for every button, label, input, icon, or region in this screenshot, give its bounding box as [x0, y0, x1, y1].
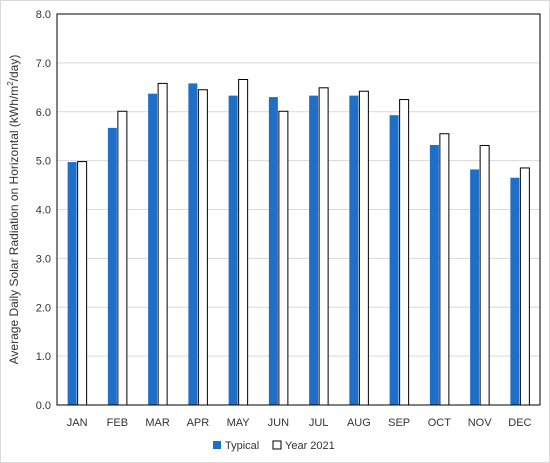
y-tick-label: 5.0	[36, 156, 51, 168]
bar-year-2021-oct	[439, 133, 450, 406]
x-tick-label: MAR	[145, 417, 170, 429]
bar-year-2021-jun	[278, 110, 289, 406]
bar-typical-mar	[148, 93, 158, 405]
y-tick-label: 0.0	[36, 400, 51, 412]
bar-typical-oct	[429, 144, 439, 406]
bar-year-2021-dec	[519, 167, 530, 406]
y-tick-label: 3.0	[36, 253, 51, 265]
y-tick-label: 8.0	[36, 9, 51, 21]
x-tick-label: MAY	[227, 417, 251, 429]
legend-label: Year 2021	[285, 440, 335, 452]
bar-year-2021-jul	[318, 87, 329, 406]
y-axis-label-superscript: 2	[6, 81, 15, 86]
bar-year-2021-nov	[479, 144, 490, 406]
x-tick-label: JUN	[268, 417, 289, 429]
bar-year-2021-aug	[358, 90, 369, 406]
legend-swatch-typical	[213, 441, 221, 449]
plot-frame	[56, 13, 541, 406]
x-tick-label: APR	[187, 417, 210, 429]
x-tick-label: JUL	[309, 417, 329, 429]
x-tick-label: OCT	[428, 417, 452, 429]
bar-typical-sep	[389, 115, 399, 405]
legend-label: Typical	[225, 440, 259, 452]
bar-typical-feb	[107, 127, 117, 405]
x-tick-label: NOV	[468, 417, 493, 429]
legend: Typical Year 2021	[213, 440, 335, 452]
y-axis-ticks: 0.0 1.0 2.0 3.0 4.0 5.0 6.0 7.0 8.0	[36, 9, 51, 412]
bar-typical-jul	[309, 95, 319, 405]
x-tick-label: AUG	[347, 417, 371, 429]
x-tick-label: FEB	[107, 417, 128, 429]
y-axis-label-suffix: /day)	[7, 55, 21, 82]
bar-year-2021-jan	[77, 161, 88, 406]
x-axis-ticks: JAN FEB MAR APR MAY JUN JUL AUG SEP OCT NOV DEC	[67, 417, 532, 429]
bar-typical-may	[228, 95, 238, 405]
bar-typical-dec	[510, 177, 520, 405]
bar-typical-nov	[470, 169, 480, 405]
bar-typical-jun	[268, 97, 278, 406]
bar-typical-jan	[67, 162, 77, 405]
bar-year-2021-apr	[197, 89, 208, 406]
x-tick-label: DEC	[508, 417, 531, 429]
x-tick-label: SEP	[388, 417, 410, 429]
y-axis-label: Average Daily Solar Radiation on Horizon…	[6, 55, 21, 365]
y-tick-label: 2.0	[36, 302, 51, 314]
bar-typical-aug	[349, 95, 359, 405]
y-tick-label: 1.0	[36, 351, 51, 363]
x-tick-label: JAN	[67, 417, 88, 429]
bars	[67, 78, 530, 406]
legend-swatch-year-2021	[272, 440, 282, 450]
bar-year-2021-sep	[399, 99, 410, 406]
bar-year-2021-may	[238, 78, 249, 406]
y-tick-label: 7.0	[36, 58, 51, 70]
bar-typical-apr	[188, 83, 198, 405]
bar-year-2021-feb	[117, 110, 128, 406]
bar-year-2021-mar	[157, 82, 168, 406]
y-axis-label-prefix: Average Daily Solar Radiation on Horizon…	[7, 86, 21, 365]
y-tick-label: 4.0	[36, 205, 51, 217]
y-tick-label: 6.0	[36, 107, 51, 119]
